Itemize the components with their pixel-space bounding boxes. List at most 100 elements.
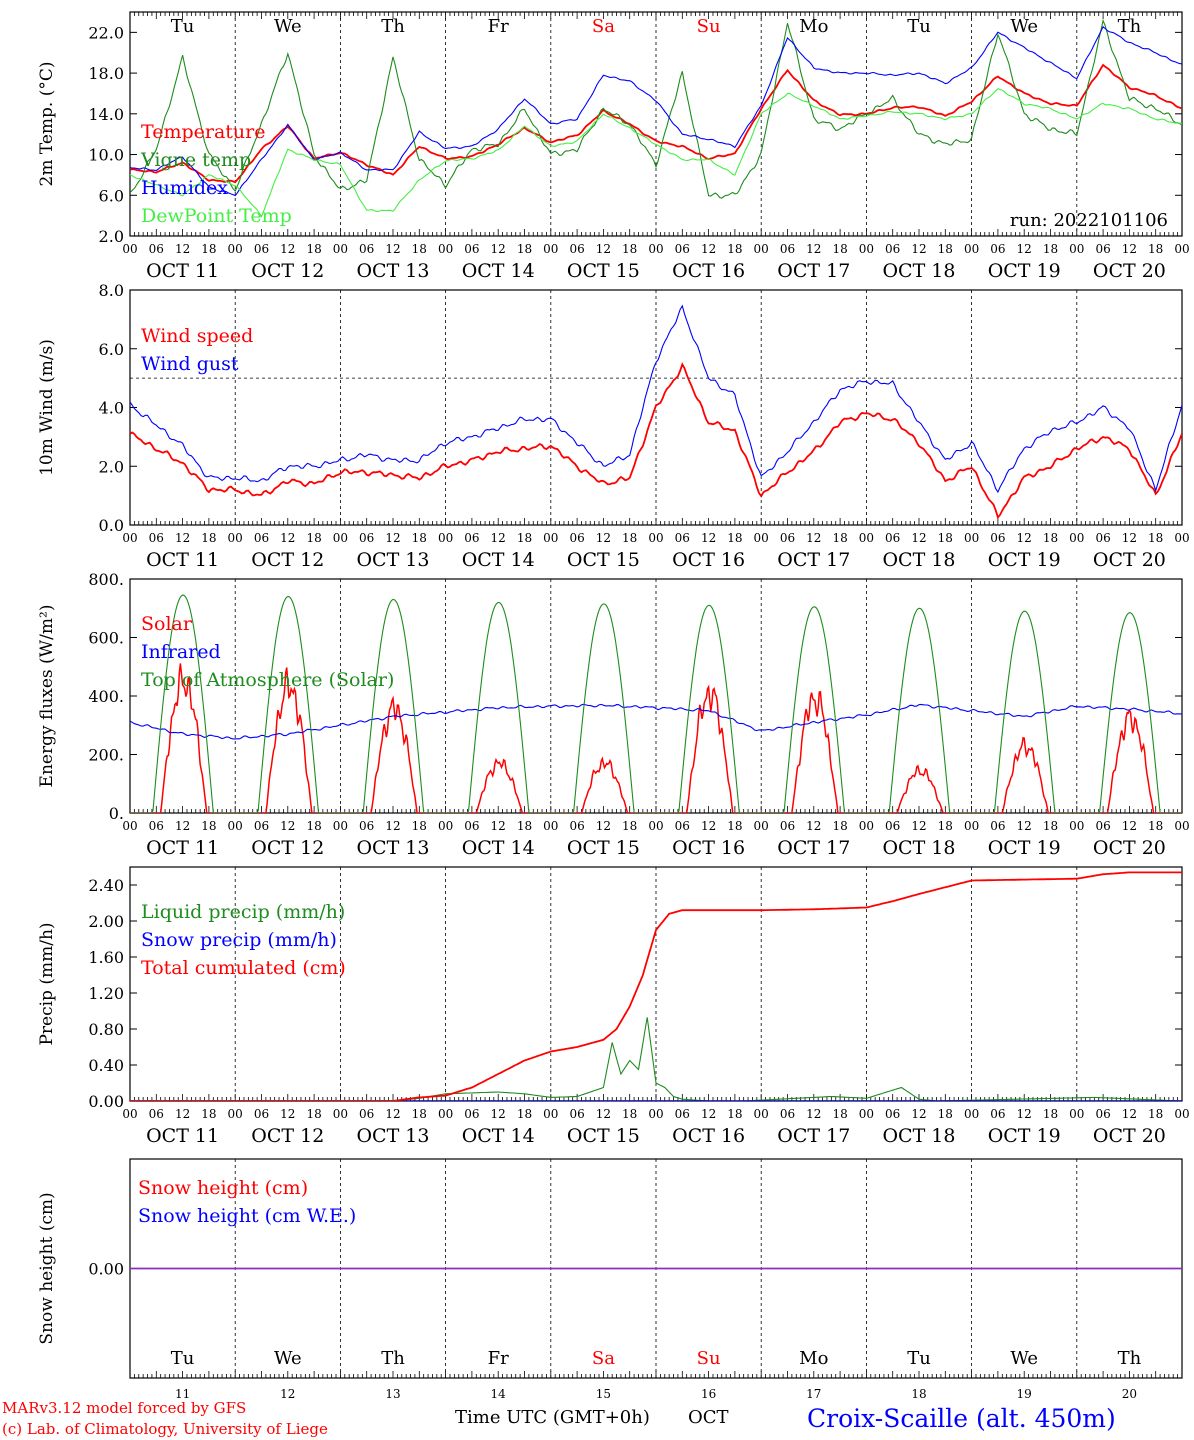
hour-tick-label: 18: [622, 242, 637, 256]
hour-tick-label: 06: [780, 242, 795, 256]
y-tick-label: 400.: [88, 687, 124, 706]
hour-tick-label: 18: [306, 242, 321, 256]
day-label: OCT 19: [988, 1125, 1061, 1147]
legend-entry: Snow precip (mm/h): [141, 929, 337, 951]
footer-station: Croix-Scaille (alt. 450m): [807, 1404, 1116, 1433]
weekday-label: We: [274, 1348, 302, 1369]
y-axis-title: Energy fluxes (W/m²): [37, 605, 57, 788]
series-total-cumulated-cm: [130, 871, 1182, 1101]
hour-tick-label: 00: [648, 819, 663, 833]
panel-5: 0.00 Snow height (cm) Tu We Th Fr Sa Su Mo Tu We Th…: [37, 1158, 1183, 1401]
hour-tick-label: 00: [964, 819, 979, 833]
weekday-label: Th: [1118, 16, 1142, 37]
hour-tick-label: 12: [385, 531, 400, 545]
hour-tick-label: 18: [306, 1107, 321, 1121]
y-tick-label: 2.0: [99, 227, 124, 246]
y-tick-label: 0.: [109, 804, 124, 823]
hour-tick-label: 00: [648, 242, 663, 256]
weekday-label: Th: [381, 16, 405, 37]
hour-tick-label: 12: [911, 242, 926, 256]
panels: 2.0 6.0 10.0 14.0 18.0 22.0 2m Temp. (°C) 00 06 1…: [37, 11, 1190, 1401]
day-number: 18: [911, 1387, 926, 1401]
legend-entry: Liquid precip (mm/h): [141, 901, 345, 923]
hour-tick-label: 00: [648, 1107, 663, 1121]
hour-tick-label: 06: [569, 819, 584, 833]
hour-tick-label: 00: [1069, 242, 1084, 256]
hour-tick-label: 12: [1122, 242, 1137, 256]
hour-tick-label: 00: [228, 819, 243, 833]
weekday-label: Tu: [171, 16, 195, 37]
day-label: OCT 15: [567, 837, 640, 859]
footer-model: MARv3.12 model forced by GFS: [2, 1399, 246, 1417]
day-number: 17: [806, 1387, 821, 1401]
hour-tick-label: 18: [1148, 819, 1163, 833]
day-label: OCT 14: [462, 1125, 535, 1147]
hour-tick-label: 06: [149, 531, 164, 545]
hour-tick-label: 18: [201, 819, 216, 833]
hour-tick-label: 18: [306, 531, 321, 545]
hour-tick-label: 12: [280, 819, 295, 833]
hour-tick-label: 18: [622, 531, 637, 545]
hour-tick-label: 06: [149, 242, 164, 256]
hour-tick-label: 00: [543, 531, 558, 545]
hour-tick-label: 00: [543, 1107, 558, 1121]
hour-tick-label: 00: [1069, 819, 1084, 833]
footer-month: OCT: [688, 1407, 729, 1428]
hour-tick-label: 18: [832, 819, 847, 833]
weekday-label: Sa: [592, 16, 615, 37]
hour-tick-label: 00: [228, 242, 243, 256]
y-tick-label: 22.0: [88, 23, 124, 42]
hour-tick-label: 06: [1095, 1107, 1110, 1121]
y-tick-label: 8.0: [99, 281, 124, 300]
hour-tick-label: 12: [385, 1107, 400, 1121]
hour-tick-label: 12: [280, 242, 295, 256]
day-label: OCT 13: [356, 260, 429, 282]
day-label: OCT 16: [672, 837, 745, 859]
hour-tick-label: 18: [938, 1107, 953, 1121]
hour-tick-label: 06: [675, 242, 690, 256]
hour-tick-label: 18: [517, 1107, 532, 1121]
series-group: [130, 18, 1182, 218]
hour-tick-label: 00: [754, 242, 769, 256]
legend-entry: Snow height (cm W.E.): [138, 1205, 356, 1227]
weekday-label: Fr: [488, 1348, 509, 1369]
legend-entry: Vigne temp: [140, 149, 251, 171]
day-label: OCT 11: [146, 1125, 219, 1147]
y-tick-label: 0.00: [88, 1260, 124, 1279]
hour-tick-label: 00: [964, 242, 979, 256]
series-dewpoint-temp: [130, 88, 1182, 218]
hour-tick-label: 12: [280, 531, 295, 545]
hour-tick-label: 00: [228, 531, 243, 545]
y-tick-label: 10.0: [88, 146, 124, 165]
y-tick-label: 1.60: [88, 948, 124, 967]
hour-tick-label: 18: [727, 1107, 742, 1121]
legend-entry: Solar: [141, 613, 193, 635]
hour-tick-label: 18: [1043, 531, 1058, 545]
y-axis-title: 2m Temp. (°C): [37, 61, 57, 186]
hour-tick-label: 18: [517, 242, 532, 256]
day-label: OCT 20: [1093, 549, 1166, 571]
run-label: run: 2022101106: [1010, 210, 1168, 231]
day-label: OCT 13: [356, 549, 429, 571]
hour-tick-label: 00: [122, 531, 137, 545]
y-tick-label: 2.00: [88, 912, 124, 931]
day-label: OCT 13: [356, 837, 429, 859]
hour-tick-label: 18: [832, 1107, 847, 1121]
day-label: OCT 14: [462, 260, 535, 282]
hour-tick-label: 06: [569, 242, 584, 256]
hour-tick-label: 18: [832, 242, 847, 256]
hour-tick-label: 18: [622, 1107, 637, 1121]
hour-tick-label: 12: [491, 1107, 506, 1121]
hour-tick-label: 00: [122, 242, 137, 256]
day-label: OCT 20: [1093, 837, 1166, 859]
y-tick-label: 0.0: [99, 516, 124, 535]
day-label: OCT 18: [882, 837, 955, 859]
hour-tick-label: 00: [1174, 819, 1189, 833]
hour-tick-label: 06: [675, 819, 690, 833]
hour-tick-label: 18: [1148, 1107, 1163, 1121]
hour-tick-label: 00: [964, 531, 979, 545]
hour-tick-label: 00: [1174, 531, 1189, 545]
y-tick-label: 1.20: [88, 984, 124, 1003]
hour-tick-label: 12: [596, 819, 611, 833]
day-label: OCT 13: [356, 1125, 429, 1147]
